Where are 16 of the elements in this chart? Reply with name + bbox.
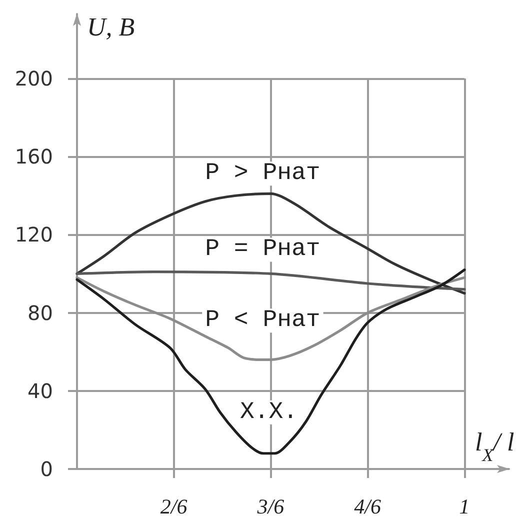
y-tick-label: 80 (28, 300, 53, 325)
series-label: Р = Рнат (205, 236, 320, 264)
y-tick-label: 160 (14, 144, 53, 169)
y-tick-label: 120 (14, 222, 53, 247)
y-tick-label: 40 (28, 378, 53, 403)
y-axis-title: U, В (87, 12, 135, 42)
y-tick-label: 0 (40, 457, 53, 481)
y-tick-label: 200 (14, 66, 53, 90)
x-tick-label: 3/6 (256, 494, 285, 518)
line-series (76, 270, 466, 291)
x-tick-label: 4/6 (354, 494, 382, 518)
series-label: Р > Рнат (205, 160, 320, 188)
x-tick-label: 2/6 (160, 494, 188, 518)
x-tick-label: 1 (459, 494, 470, 518)
series-label: Р < Рнат (205, 307, 320, 334)
series-label: Х.Х. (240, 398, 298, 426)
